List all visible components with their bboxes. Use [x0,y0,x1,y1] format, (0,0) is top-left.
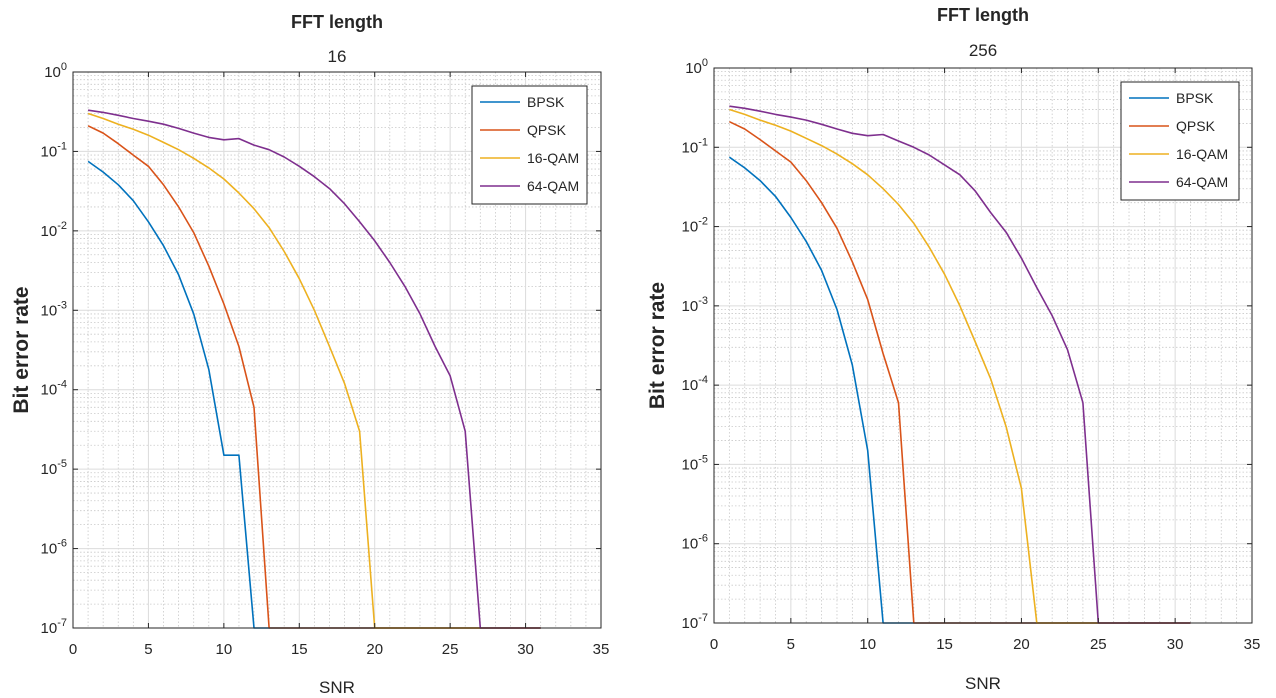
x-tick-label: 10 [859,636,876,653]
y-tick-label: 100 [44,61,67,81]
legend-label: QPSK [527,122,567,138]
y-tick-label: 10-3 [682,295,708,315]
x-tick-label: 5 [787,636,795,653]
chart-subtitle: 256 [969,41,997,60]
y-tick-label: 10-5 [41,458,67,478]
y-tick-label: 10-4 [682,374,708,394]
legend: BPSK QPSK 16-QAM 64-QAM [471,85,588,205]
y-tick-label: 10-2 [682,216,708,236]
legend-label: 64-QAM [527,178,579,194]
x-axis-label: SNR [319,678,355,697]
legend: BPSK QPSK 16-QAM 64-QAM [1120,81,1240,201]
legend-label: QPSK [1176,118,1216,134]
chart-subtitle: 16 [328,47,347,66]
x-tick-label: 20 [1013,636,1030,653]
x-tick-label: 25 [1090,636,1107,653]
legend-box [1120,81,1240,201]
y-tick-label: 10-2 [41,220,67,240]
x-tick-label: 15 [936,636,953,653]
x-tick-label: 5 [144,641,152,658]
y-tick-label: 10-5 [682,453,708,473]
y-tick-label: 10-6 [41,538,67,558]
y-tick-label: 10-7 [682,612,708,632]
y-tick-label: 10-4 [41,379,67,399]
x-tick-label: 30 [1167,636,1184,653]
series-line-64-qam [87,109,541,629]
legend-label: BPSK [1176,90,1214,106]
y-axis-label: Bit error rate [10,286,33,413]
axes-box [713,67,1253,624]
legend-label: 16-QAM [527,150,579,166]
chart-2: 0 5 10 15 20 25 30 35 10-7 10-6 10-5 10-4 10-3 10-2 10… [646,5,1260,693]
y-tick-label: 10-3 [41,299,67,319]
y-axis-label: Bit error rate [646,282,669,409]
chart-title: FFT length [291,12,383,32]
x-tick-label: 10 [216,641,233,658]
y-tick-label: 10-6 [682,533,708,553]
x-tick-label: 25 [442,641,459,658]
x-tick-label: 35 [1244,636,1261,653]
x-tick-label: 0 [710,636,718,653]
y-tick-label: 10-7 [41,617,67,637]
legend-label: 64-QAM [1176,174,1228,190]
x-axis-label: SNR [965,674,1001,693]
chart-1: 0 5 10 15 20 25 30 35 10-7 10-6 10-5 10-4 10-3 10-2 10… [10,12,609,697]
x-tick-label: 30 [517,641,534,658]
y-tick-label: 10-1 [682,136,708,156]
minor-grid [73,72,601,628]
x-tick-label: 35 [593,641,610,658]
chart-title: FFT length [937,5,1029,25]
x-tick-label: 20 [366,641,383,658]
axes-box [72,71,602,629]
x-tick-label: 0 [69,641,77,658]
x-tick-label: 15 [291,641,308,658]
y-tick-label: 100 [685,57,708,77]
legend-label: 16-QAM [1176,146,1228,162]
legend-box [471,85,588,205]
y-tick-label: 10-1 [41,140,67,160]
legend-label: BPSK [527,94,565,110]
